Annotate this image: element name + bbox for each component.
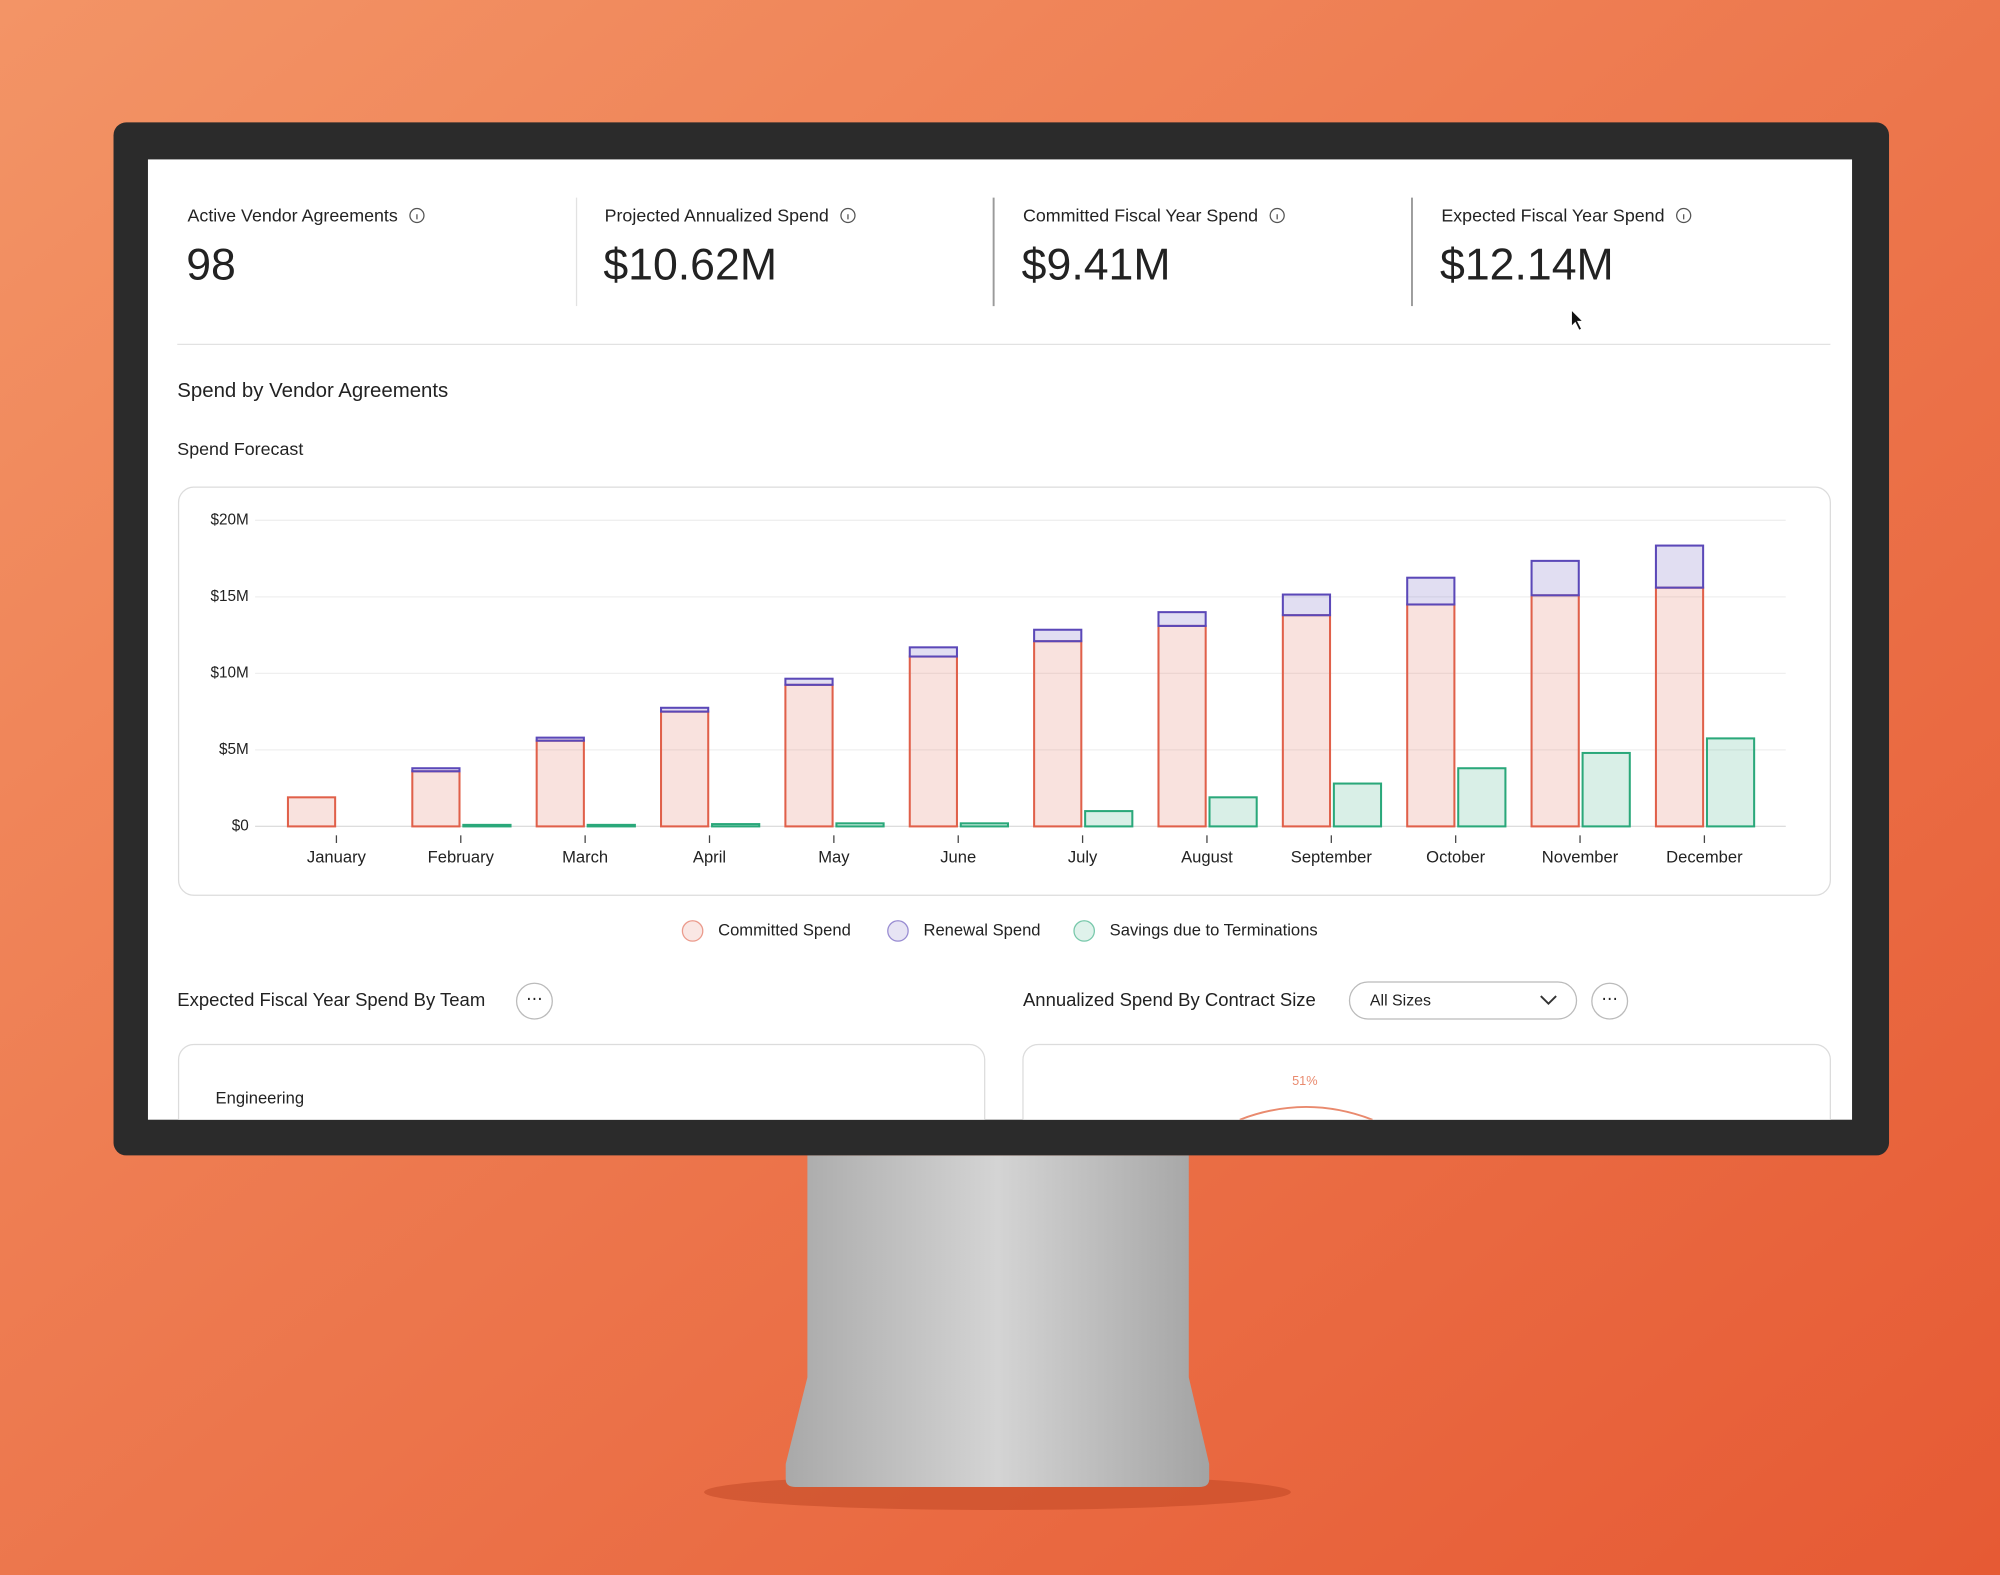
bar xyxy=(1033,628,1083,643)
bar xyxy=(1281,593,1332,617)
bar xyxy=(1654,544,1705,589)
legend-marker xyxy=(681,920,704,942)
bar xyxy=(959,822,1009,828)
bar xyxy=(411,767,461,773)
monitor-stand xyxy=(785,1155,1210,1488)
bar xyxy=(1654,586,1705,828)
kpi-label: Committed Fiscal Year Spend xyxy=(1023,206,1258,226)
dropdown-value: All Sizes xyxy=(1370,992,1431,1009)
more-button[interactable] xyxy=(515,982,553,1020)
y-tick-label: $10M xyxy=(210,664,248,681)
info-icon xyxy=(1676,207,1692,224)
x-tick-label: August xyxy=(1181,848,1233,867)
info-icon xyxy=(409,207,425,224)
y-tick-label: $0 xyxy=(232,817,249,834)
x-tick-label: January xyxy=(307,848,367,867)
team-row-label: Engineering xyxy=(216,1089,304,1108)
bar xyxy=(711,823,761,828)
bar xyxy=(1208,796,1258,828)
bar xyxy=(535,739,585,828)
legend-label: Committed Spend xyxy=(718,920,851,939)
bar xyxy=(1332,782,1383,828)
bar xyxy=(1406,576,1456,606)
panel-title: Annualized Spend By Contract Size xyxy=(1023,989,1316,1010)
bar xyxy=(908,646,958,658)
legend-marker xyxy=(887,920,909,942)
bar xyxy=(1157,624,1207,828)
more-icon: ⋯ xyxy=(526,989,543,1008)
kpi-label: Projected Annualized Spend xyxy=(605,206,829,226)
x-tick-label: October xyxy=(1426,848,1485,867)
kpi-label: Active Vendor Agreements xyxy=(188,206,398,226)
bar xyxy=(1581,751,1631,828)
bar xyxy=(1406,603,1456,828)
x-tick-label: March xyxy=(562,848,608,867)
bar xyxy=(1705,737,1756,828)
info-icon xyxy=(1269,207,1285,224)
x-tick-label: September xyxy=(1291,848,1373,867)
more-button[interactable] xyxy=(1591,982,1629,1020)
kpi-value: $12.14M xyxy=(1440,241,1614,290)
x-tick-label: December xyxy=(1666,848,1743,867)
mouse-cursor xyxy=(1570,308,1585,331)
bar xyxy=(1157,611,1207,627)
legend-label: Renewal Spend xyxy=(923,920,1040,939)
x-tick-label: July xyxy=(1068,848,1098,867)
legend-marker xyxy=(1073,920,1096,942)
dropdown-chevron xyxy=(1540,995,1557,1006)
size-card xyxy=(1022,1043,1831,1120)
bar xyxy=(660,710,710,828)
x-tick-label: April xyxy=(693,848,726,867)
bar xyxy=(784,677,834,686)
bar xyxy=(535,736,585,742)
bar xyxy=(1033,640,1083,828)
bar xyxy=(660,706,710,713)
x-tick-label: November xyxy=(1542,848,1619,867)
legend-label: Savings due to Terminations xyxy=(1110,920,1318,939)
bar xyxy=(908,655,958,828)
x-tick-label: February xyxy=(428,848,495,867)
y-tick-label: $15M xyxy=(210,588,248,605)
donut-label: 51% xyxy=(1292,1073,1318,1088)
kpi-value: 98 xyxy=(186,241,236,290)
y-tick-label: $20M xyxy=(210,511,248,528)
donut-arc xyxy=(1239,1106,1373,1120)
bar xyxy=(784,683,834,828)
bar xyxy=(1281,614,1332,828)
x-tick-label: June xyxy=(940,848,976,867)
section-title: Spend by Vendor Agreements xyxy=(177,380,448,402)
bar xyxy=(1530,594,1580,828)
kpi-value: $10.62M xyxy=(603,241,777,290)
bar xyxy=(835,822,885,828)
x-tick-label: May xyxy=(818,848,850,867)
more-icon: ⋯ xyxy=(1601,989,1618,1008)
size-dropdown[interactable] xyxy=(1348,981,1578,1020)
panel-title: Expected Fiscal Year Spend By Team xyxy=(177,989,485,1010)
bar xyxy=(1457,767,1507,828)
kpi-value: $9.41M xyxy=(1022,241,1171,290)
bar xyxy=(462,823,512,828)
chart-title: Spend Forecast xyxy=(177,439,303,459)
bar xyxy=(411,770,461,828)
info-icon xyxy=(840,207,856,224)
bar xyxy=(1530,559,1580,597)
chart-card xyxy=(177,486,1831,896)
team-card xyxy=(177,1043,986,1120)
dashboard: Spend by Vendor Agreements Spend Forecas… xyxy=(177,197,1831,1120)
bar xyxy=(586,823,636,828)
bar xyxy=(1084,810,1134,828)
y-tick-label: $5M xyxy=(219,741,249,758)
kpi-label: Expected Fiscal Year Spend xyxy=(1441,206,1664,226)
bar xyxy=(286,796,337,828)
